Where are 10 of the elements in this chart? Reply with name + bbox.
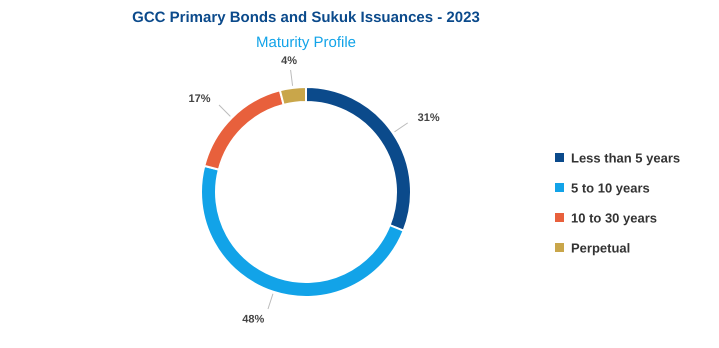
legend-label: Perpetual: [571, 240, 630, 256]
chart-subtitle: Maturity Profile: [256, 34, 356, 51]
data-label: 48%: [242, 313, 264, 326]
legend-label: Less than 5 years: [571, 150, 680, 166]
data-label: 31%: [418, 112, 440, 124]
data-label: 4%: [281, 54, 298, 67]
legend-label: 10 to 30 years: [571, 210, 658, 226]
data-label: 17%: [188, 92, 211, 105]
chart-title: GCC Primary Bonds and Sukuk Issuances - 2023: [132, 9, 480, 26]
legend-label: 5 to 10 years: [571, 180, 650, 196]
